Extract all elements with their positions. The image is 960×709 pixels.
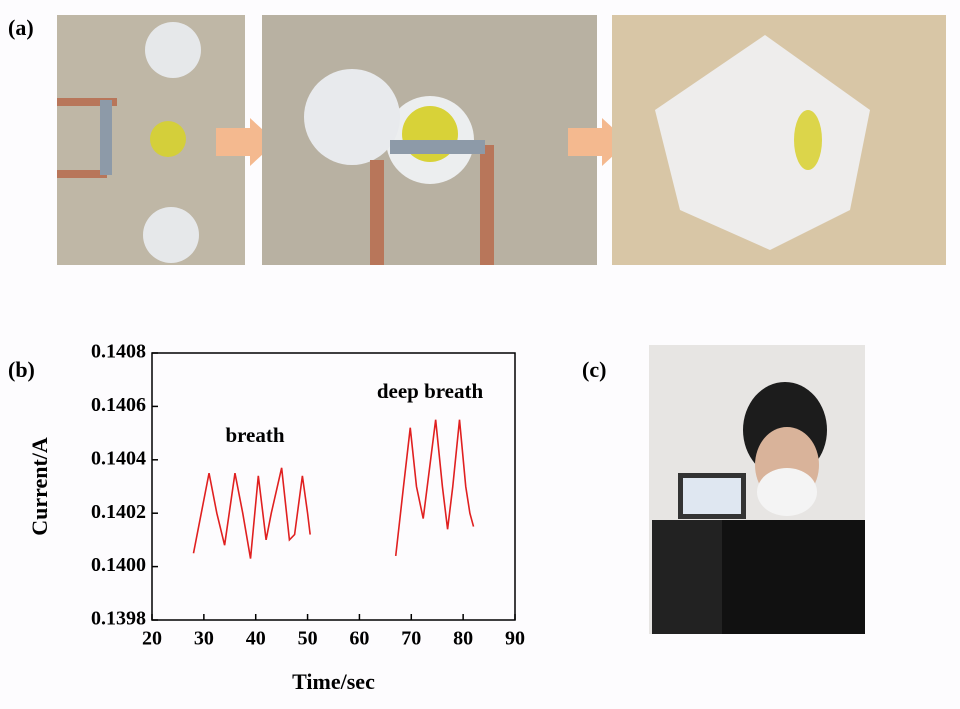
x-axis-title: Time/sec (292, 669, 375, 694)
panel-label: (c) (582, 357, 606, 382)
annotation: breath (225, 423, 284, 447)
x-tick-label: 80 (453, 628, 473, 650)
y-tick-label: 0.1398 (91, 608, 146, 630)
photo (649, 345, 865, 634)
x-tick-label: 50 (298, 628, 318, 650)
y-tick-label: 0.1404 (91, 447, 146, 469)
y-tick-label: 0.1402 (91, 501, 146, 523)
x-tick-label: 70 (401, 628, 421, 650)
photo (612, 15, 946, 265)
annotation: deep breath (377, 379, 484, 403)
y-axis-title: Current/A (27, 437, 52, 536)
y-tick-label: 0.1408 (91, 341, 146, 363)
y-tick-label: 0.1406 (91, 394, 146, 416)
data-line (192, 467, 311, 559)
x-tick-label: 60 (349, 628, 369, 650)
y-tick-label: 0.1400 (91, 554, 146, 576)
plot-frame (151, 352, 516, 621)
x-tick-label: 90 (505, 628, 525, 650)
photo (57, 15, 245, 265)
arrow (216, 118, 276, 166)
x-tick-label: 40 (246, 628, 266, 650)
x-tick-label: 30 (194, 628, 214, 650)
data-line (394, 419, 475, 557)
photo (262, 15, 597, 265)
panel-label: (a) (8, 15, 34, 40)
x-tick-label: 20 (142, 628, 162, 650)
panel-label: (b) (8, 357, 35, 382)
